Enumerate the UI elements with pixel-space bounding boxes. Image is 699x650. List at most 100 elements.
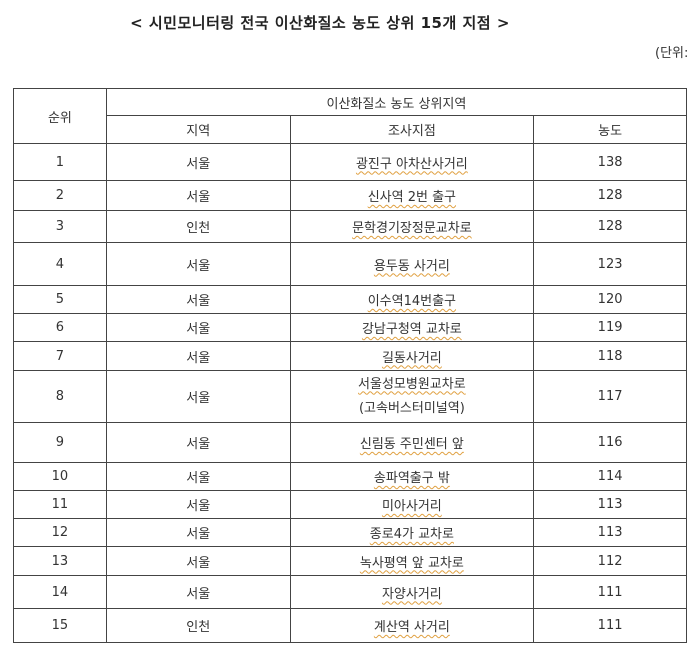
header-rank: 순위 [13, 88, 107, 144]
unit-label: (단위: [655, 46, 689, 61]
rank-cell: 15 [13, 608, 107, 643]
conc-cell: 112 [533, 546, 687, 576]
region-cell: 서울 [105, 370, 291, 423]
header-group: 이산화질소 농도 상위지역 [105, 88, 688, 116]
site-name: 종로4가 교차로 [369, 527, 454, 542]
table-row: 5 서울 이수역14번출구 120 [13, 285, 687, 314]
conc-cell: 123 [533, 242, 687, 286]
rank-cell: 13 [13, 546, 107, 576]
site-name: 계산역 사거리 [373, 620, 450, 635]
table-row: 14 서울 자양사거리 111 [13, 575, 687, 609]
conc-cell: 128 [533, 210, 687, 243]
conc-cell: 138 [533, 143, 687, 181]
site-cell: 신사역 2번 출구 [289, 180, 535, 211]
site-name: 녹사평역 앞 교차로 [359, 555, 464, 571]
conc-cell: 118 [533, 341, 687, 371]
region-cell: 서울 [105, 575, 291, 609]
site-cell: 광진구 아차산사거리 [289, 143, 535, 181]
rank-cell: 6 [13, 313, 107, 342]
rank-cell: 2 [13, 180, 107, 211]
conc-cell: 113 [533, 518, 687, 547]
site-name: 강남구청역 교차로 [361, 322, 462, 337]
conc-cell: 116 [533, 422, 687, 463]
site-name: 미아사거리 [381, 499, 442, 514]
table-row: 10 서울 송파역출구 밖 114 [13, 462, 687, 491]
table-row: 15 인천 계산역 사거리 111 [13, 608, 687, 643]
table-row: 2 서울 신사역 2번 출구 128 [13, 180, 687, 211]
region-cell: 서울 [105, 341, 291, 371]
site-cell: 계산역 사거리 [289, 608, 535, 643]
region-cell: 서울 [105, 242, 291, 286]
site-name: 자양사거리 [381, 586, 442, 602]
site-name: 신림동 주민센터 앞 [359, 437, 464, 452]
site-name: 문학경기장정문교차로 [352, 221, 472, 236]
header-region: 지역 [105, 115, 291, 144]
site-cell: 강남구청역 교차로 [289, 313, 535, 342]
rank-cell: 1 [13, 143, 107, 181]
site-cell: 문학경기장정문교차로 [289, 210, 535, 243]
conc-cell: 117 [533, 370, 687, 423]
table-row: 11 서울 미아사거리 113 [13, 490, 687, 519]
region-cell: 서울 [105, 490, 291, 519]
region-cell: 서울 [105, 546, 291, 576]
site-cell: 자양사거리 [289, 575, 535, 609]
site-cell: 신림동 주민센터 앞 [289, 422, 535, 463]
table-row: 7 서울 길동사거리 118 [13, 341, 687, 371]
table-row: 9 서울 신림동 주민센터 앞 116 [13, 422, 687, 463]
rank-cell: 3 [13, 210, 107, 243]
site-cell: 길동사거리 [289, 341, 535, 371]
table-row: 8 서울 서울성모병원교차로 (고속버스터미널역) 117 [13, 370, 687, 423]
table-row: 3 인천 문학경기장정문교차로 128 [13, 210, 687, 243]
rank-cell: 7 [13, 341, 107, 371]
region-cell: 인천 [105, 210, 291, 243]
subheader-row: 지역 조사지점 농도 [14, 115, 687, 144]
site-name: 이수역14번출구 [367, 294, 457, 309]
rank-cell: 14 [13, 575, 107, 609]
rank-cell: 11 [13, 490, 107, 519]
rank-cell: 5 [13, 285, 107, 314]
table-row: 6 서울 강남구청역 교차로 119 [13, 313, 687, 342]
no2-ranking-table: 순위 이산화질소 농도 상위지역 지역 조사지점 농도 1 서울 광진구 아차산사거… [13, 88, 688, 643]
region-cell: 서울 [105, 422, 291, 463]
region-cell: 서울 [105, 462, 291, 491]
rank-cell: 4 [13, 242, 107, 286]
conc-cell: 128 [533, 180, 687, 211]
document-title: < 시민모니터링 전국 이산화질소 농도 상위 15개 지점 > [130, 14, 510, 32]
site-cell: 미아사거리 [289, 490, 535, 519]
site-name: 광진구 아차산사거리 [355, 156, 468, 172]
site-cell: 종로4가 교차로 [289, 518, 535, 547]
conc-cell: 114 [533, 462, 687, 491]
rank-cell: 9 [13, 422, 107, 463]
site-name: 용두동 사거리 [373, 258, 450, 274]
header-row: 순위 이산화질소 농도 상위지역 [13, 88, 688, 144]
site-cell: 녹사평역 앞 교차로 [289, 546, 535, 576]
site-cell: 이수역14번출구 [289, 285, 535, 314]
site-name-detail: (고속버스터미널역) [358, 400, 465, 416]
table-row: 13 서울 녹사평역 앞 교차로 112 [13, 546, 687, 576]
site-name: 서울성모병원교차로 [358, 376, 466, 392]
table-row: 1 서울 광진구 아차산사거리 138 [13, 143, 687, 181]
site-name: 길동사거리 [381, 350, 442, 366]
header-conc: 농도 [533, 115, 687, 144]
table-row: 4 서울 용두동 사거리 123 [13, 242, 687, 286]
table-row: 12 서울 종로4가 교차로 113 [13, 518, 687, 547]
header-site: 조사지점 [289, 115, 535, 144]
site-name: 신사역 2번 출구 [367, 190, 457, 205]
rank-cell: 10 [13, 462, 107, 491]
site-cell: 용두동 사거리 [289, 242, 535, 286]
site-name: 송파역출구 밖 [373, 471, 450, 486]
rank-cell: 12 [13, 518, 107, 547]
region-cell: 서울 [105, 285, 291, 314]
conc-cell: 111 [533, 575, 687, 609]
site-cell: 서울성모병원교차로 (고속버스터미널역) [289, 370, 535, 423]
conc-cell: 111 [533, 608, 687, 643]
region-cell: 인천 [105, 608, 291, 643]
region-cell: 서울 [105, 313, 291, 342]
site-cell: 송파역출구 밖 [289, 462, 535, 491]
region-cell: 서울 [105, 518, 291, 547]
conc-cell: 120 [533, 285, 687, 314]
conc-cell: 113 [533, 490, 687, 519]
conc-cell: 119 [533, 313, 687, 342]
rank-cell: 8 [13, 370, 107, 423]
region-cell: 서울 [105, 143, 291, 181]
